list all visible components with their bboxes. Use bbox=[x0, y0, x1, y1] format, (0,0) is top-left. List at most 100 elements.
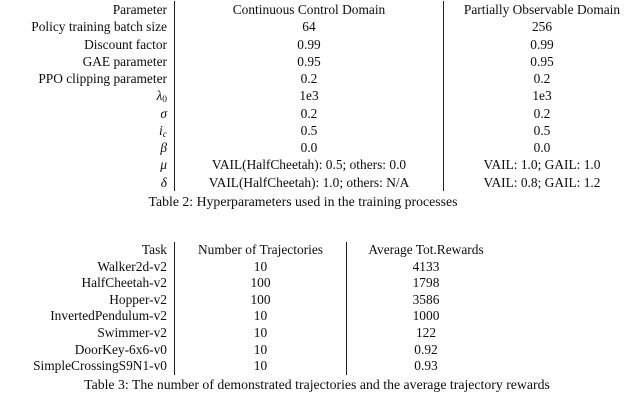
param-cell: Walker2d-v2 bbox=[0, 259, 174, 276]
value-cell: 0.2 bbox=[533, 105, 551, 121]
param-cell: Discount factor bbox=[0, 36, 174, 53]
param-cell: Policy training batch size bbox=[0, 18, 174, 35]
value-cell: 0.5 bbox=[533, 122, 551, 138]
value-cell: 0.2 bbox=[533, 71, 551, 87]
param-cell: δ bbox=[0, 174, 174, 191]
column-header: Number of Trajectories bbox=[174, 242, 347, 259]
table2-header-row: Parameter Continuous Control Domain Partia… bbox=[0, 1, 640, 19]
table-row: δ VAIL(HalfCheetah): 1.0; others: N/A VAIL… bbox=[0, 173, 640, 191]
table-row: Hopper-v2 100 3586 bbox=[0, 291, 640, 309]
value-cell: 10 bbox=[174, 358, 347, 375]
value-cell: 1e3 bbox=[174, 87, 444, 105]
param-cell: λ0 bbox=[0, 87, 174, 106]
table-row: DoorKey-6x6-v0 10 0.92 bbox=[0, 341, 640, 359]
table-row: SimpleCrossingS9N1-v0 10 0.93 bbox=[0, 358, 640, 375]
value-cell: VAIL(HalfCheetah): 1.0; others: N/A bbox=[174, 173, 444, 191]
table-row: Swimmer-v2 10 122 bbox=[0, 324, 640, 342]
param-cell: μ bbox=[0, 156, 174, 173]
table-row: σ 0.2 0.2 bbox=[0, 104, 640, 122]
value-cell: 10 bbox=[174, 324, 347, 342]
column-header: Average Tot.Rewards bbox=[368, 242, 484, 257]
value-cell: 0.2 bbox=[174, 70, 444, 88]
value-cell: 64 bbox=[174, 18, 444, 36]
table-row: GAE parameter 0.95 0.95 bbox=[0, 52, 640, 71]
value-cell: 1798 bbox=[412, 275, 440, 291]
param-label: HalfCheetah-v2 bbox=[81, 275, 167, 291]
value-cell: 1e3 bbox=[532, 88, 552, 104]
value-cell: 0.99 bbox=[174, 35, 444, 53]
param-cell: HalfCheetah-v2 bbox=[0, 275, 174, 292]
value-cell: 10 bbox=[174, 341, 347, 359]
trajectories-table: Task Number of Trajectories Average Tot.Re… bbox=[0, 242, 640, 375]
table-row: Policy training batch size 64 256 bbox=[0, 18, 640, 36]
param-cell: β bbox=[0, 139, 174, 156]
param-cell: Swimmer-v2 bbox=[0, 325, 174, 342]
value-cell: 4133 bbox=[412, 258, 440, 274]
value-cell: 0.0 bbox=[174, 139, 444, 157]
param-cell: GAE parameter bbox=[0, 53, 174, 70]
value-cell: 10 bbox=[174, 308, 347, 325]
value-cell: 100 bbox=[174, 275, 347, 292]
table-row: Discount factor 0.99 0.99 bbox=[0, 35, 640, 53]
value-cell: 0.5 bbox=[174, 121, 444, 140]
value-cell: 256 bbox=[531, 19, 553, 35]
table-row: β 0.0 0.0 bbox=[0, 139, 640, 157]
column-header: Task bbox=[141, 242, 167, 257]
column-header: Parameter bbox=[112, 2, 167, 17]
table-row: HalfCheetah-v2 100 1798 bbox=[0, 275, 640, 292]
param-label: δ bbox=[160, 174, 167, 190]
value-cell: VAIL(HalfCheetah): 0.5; others: 0.0 bbox=[174, 156, 444, 174]
param-label: Policy training batch size bbox=[31, 19, 167, 35]
table3-caption: Table 3: The number of demonstrated traj… bbox=[84, 377, 550, 392]
param-label: DoorKey-6x6-v0 bbox=[74, 341, 167, 357]
value-cell: 1000 bbox=[412, 308, 440, 324]
param-label: β bbox=[160, 140, 167, 156]
hyperparameters-table: Parameter Continuous Control Domain Partia… bbox=[0, 1, 640, 191]
value-cell: 122 bbox=[415, 324, 437, 340]
column-header: Continuous Control Domain bbox=[174, 1, 444, 19]
table-row: InvertedPendulum-v2 10 1000 bbox=[0, 308, 640, 325]
column-header: Partially Observable Domain bbox=[463, 2, 621, 17]
value-cell: 0.2 bbox=[174, 104, 444, 122]
value-cell: 0.93 bbox=[414, 358, 438, 374]
value-cell: 0.92 bbox=[414, 341, 438, 357]
value-cell: 0.0 bbox=[533, 140, 551, 156]
value-cell: VAIL: 1.0; GAIL: 1.0 bbox=[483, 157, 601, 173]
param-cell: DoorKey-6x6-v0 bbox=[0, 342, 174, 359]
param-label: σ bbox=[160, 105, 167, 121]
param-cell: ic bbox=[0, 122, 174, 140]
param-label: Hopper-v2 bbox=[109, 291, 167, 307]
param-subscript: c bbox=[162, 129, 167, 140]
table-row: Walker2d-v2 10 4133 bbox=[0, 258, 640, 276]
value-cell: 0.99 bbox=[530, 36, 554, 52]
param-label: PPO clipping parameter bbox=[38, 71, 167, 87]
value-cell: 10 bbox=[174, 258, 347, 276]
table3-header-row: Task Number of Trajectories Average Tot.Re… bbox=[0, 242, 640, 259]
value-cell: 100 bbox=[174, 291, 347, 309]
param-label: μ bbox=[160, 157, 167, 173]
param-label: Walker2d-v2 bbox=[97, 258, 167, 274]
table-row: μ VAIL(HalfCheetah): 0.5; others: 0.0 VAIL… bbox=[0, 156, 640, 174]
table-row: PPO clipping parameter 0.2 0.2 bbox=[0, 70, 640, 88]
param-cell: σ bbox=[0, 105, 174, 122]
table-row: λ0 1e3 1e3 bbox=[0, 87, 640, 106]
param-label: SimpleCrossingS9N1-v0 bbox=[33, 358, 167, 374]
param-label: InvertedPendulum-v2 bbox=[50, 308, 167, 324]
param-label: Discount factor bbox=[84, 36, 167, 52]
value-cell: VAIL: 0.8; GAIL: 1.2 bbox=[483, 174, 601, 190]
param-cell: SimpleCrossingS9N1-v0 bbox=[0, 358, 174, 375]
param-cell: Hopper-v2 bbox=[0, 292, 174, 309]
param-label: i bbox=[159, 122, 163, 138]
table2-caption: Table 2: Hyperparameters used in the tra… bbox=[148, 194, 458, 209]
table-row: ic 0.5 0.5 bbox=[0, 121, 640, 140]
param-label: Swimmer-v2 bbox=[97, 324, 167, 340]
param-cell: InvertedPendulum-v2 bbox=[0, 308, 174, 325]
param-cell: PPO clipping parameter bbox=[0, 70, 174, 87]
value-cell: 0.95 bbox=[530, 53, 554, 69]
param-label: λ bbox=[156, 88, 163, 104]
param-label: GAE parameter bbox=[82, 53, 167, 69]
value-cell: 0.95 bbox=[174, 52, 444, 71]
param-subscript: 0 bbox=[162, 95, 167, 106]
value-cell: 3586 bbox=[412, 291, 440, 307]
